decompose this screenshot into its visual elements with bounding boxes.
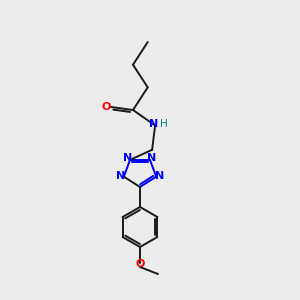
- Text: N: N: [116, 171, 125, 181]
- Text: N: N: [147, 153, 157, 163]
- Text: N: N: [123, 153, 133, 163]
- Text: N: N: [154, 171, 164, 181]
- Text: H: H: [160, 119, 168, 130]
- Text: N: N: [149, 119, 159, 130]
- Text: O: O: [101, 102, 111, 112]
- Text: O: O: [135, 259, 145, 269]
